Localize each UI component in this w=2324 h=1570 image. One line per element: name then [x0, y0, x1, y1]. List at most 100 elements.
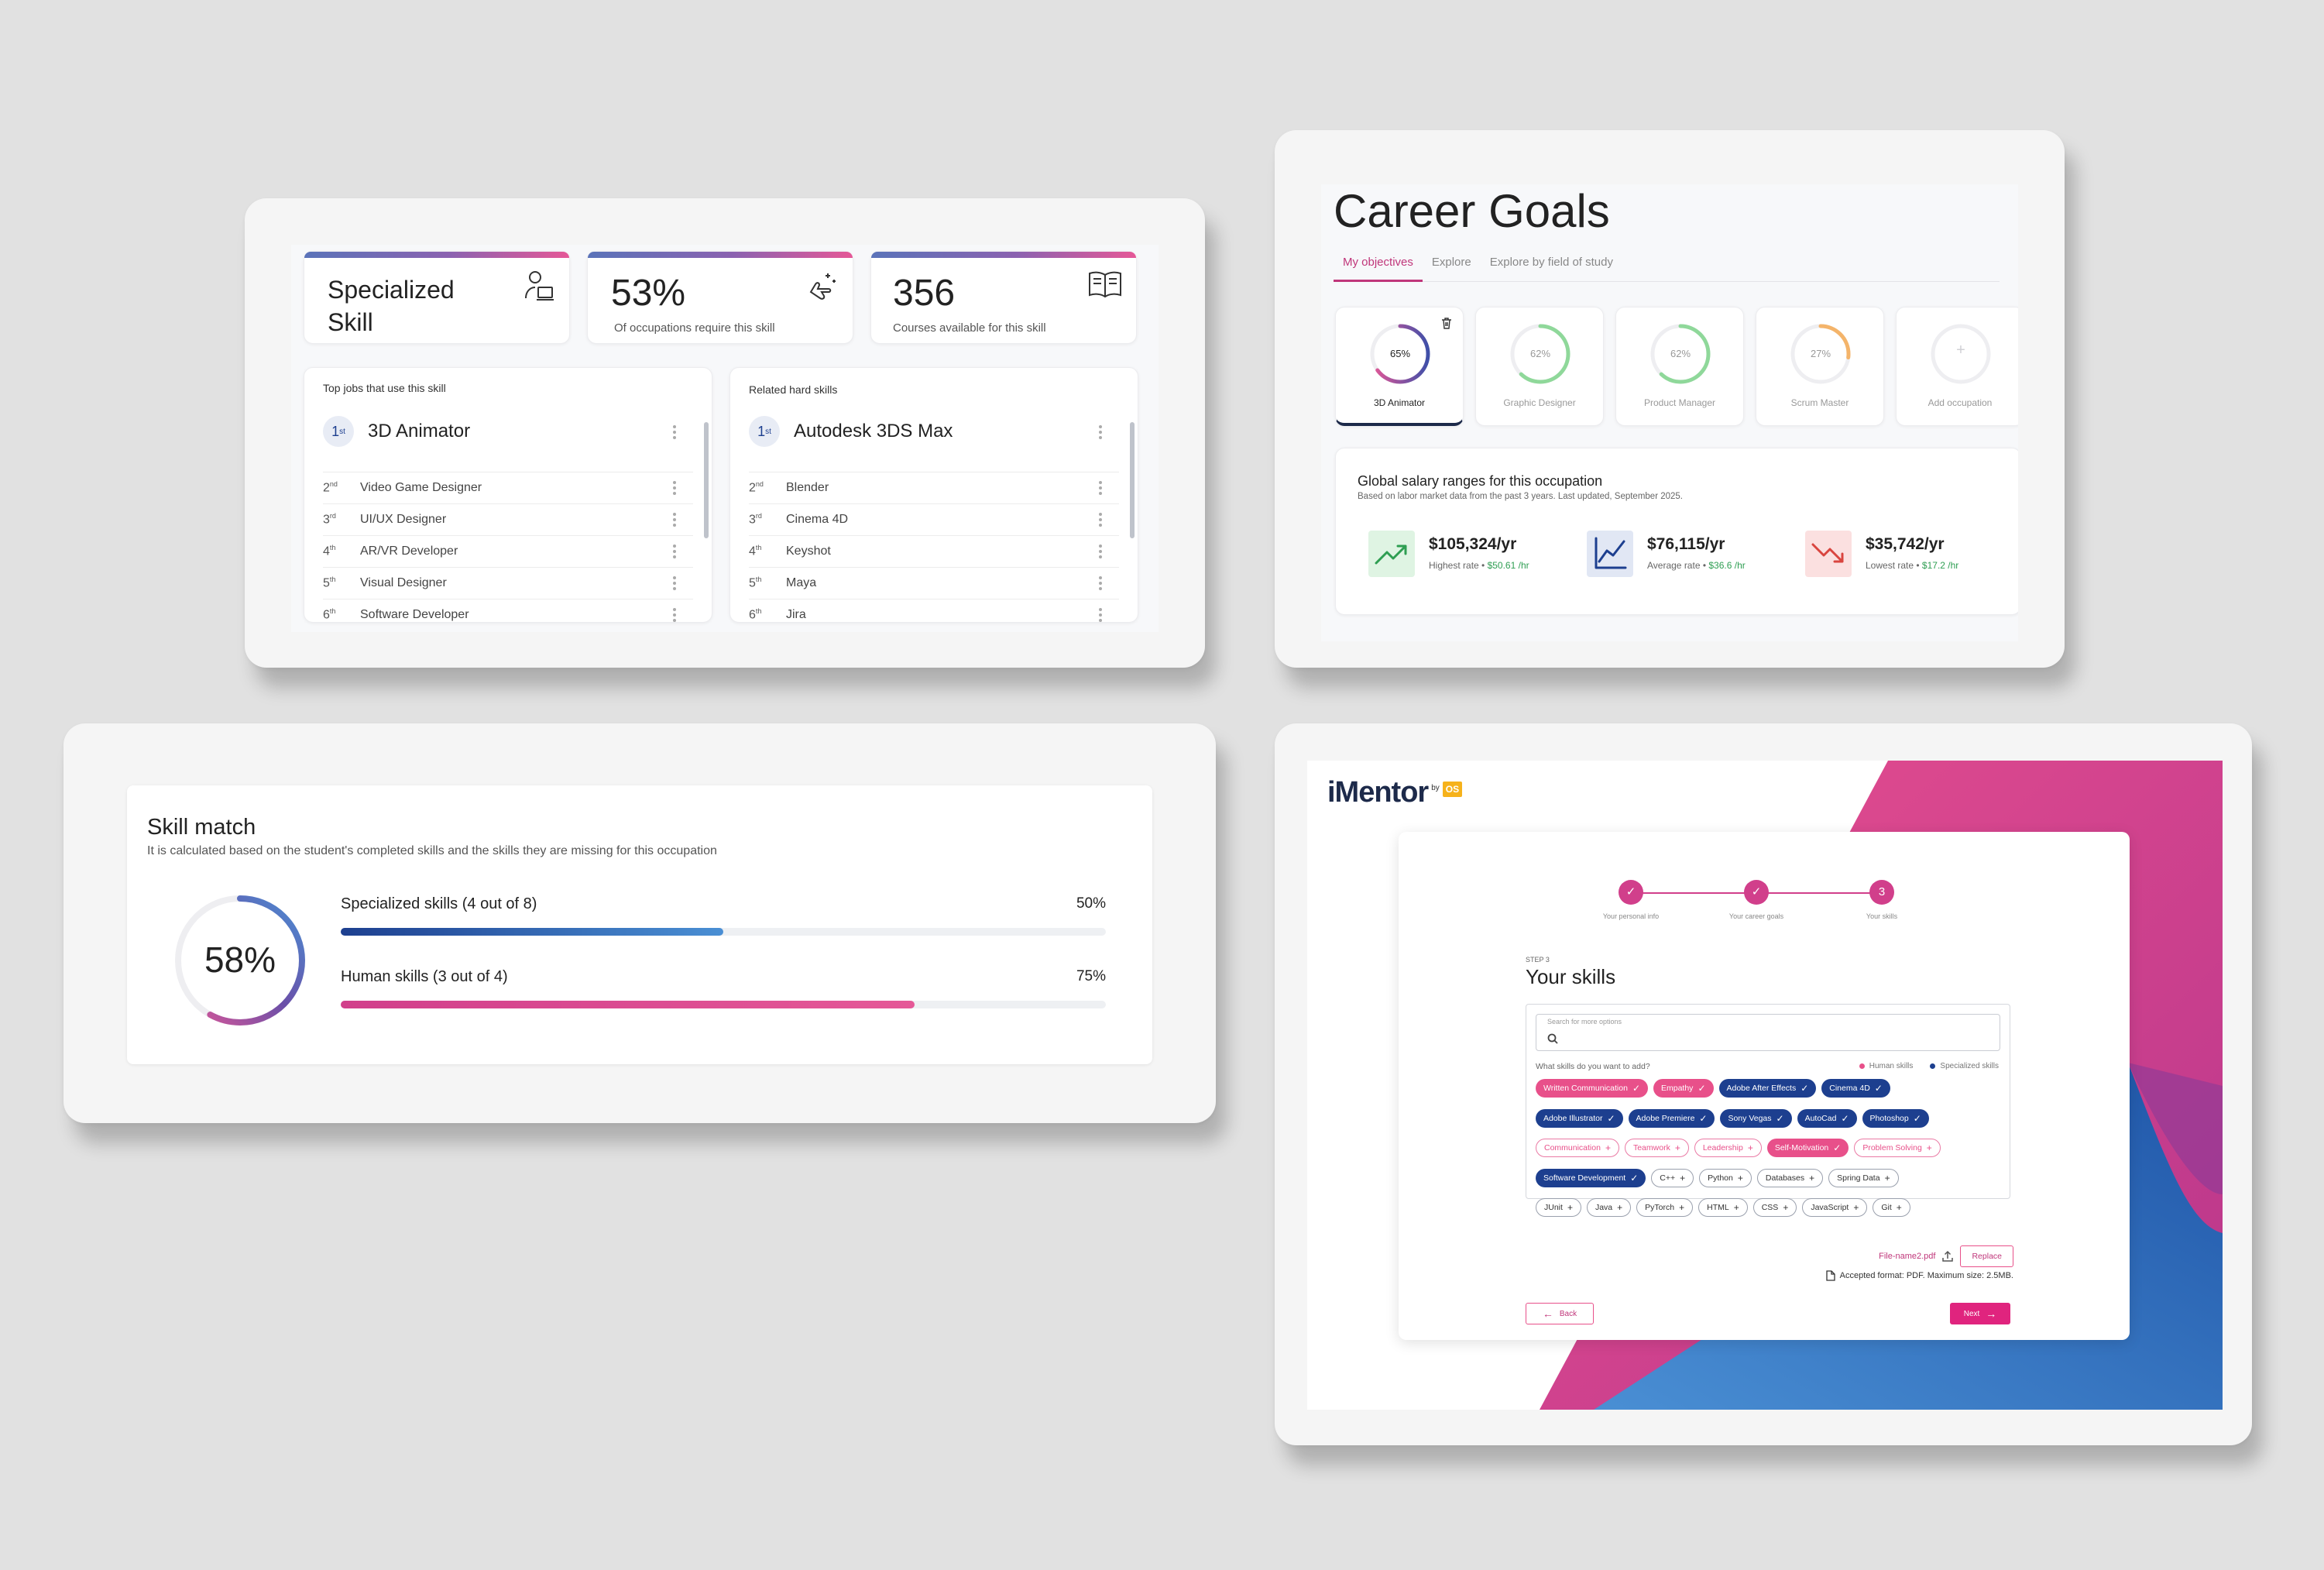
- rank-number: 6th: [749, 606, 762, 622]
- list-item[interactable]: 2nd Video Game Designer: [323, 472, 693, 503]
- plus-icon: +: [1884, 1172, 1890, 1184]
- skill-chip[interactable]: C++ +: [1651, 1168, 1694, 1187]
- more-options-icon[interactable]: [1099, 576, 1102, 590]
- chip-row: Adobe Illustrator ✓ Adobe Premiere ✓ Sony Ve…: [1536, 1108, 1934, 1128]
- search-field[interactable]: Search for more options: [1536, 1014, 2000, 1051]
- occupation-card[interactable]: 27% Scrum Master: [1756, 307, 1884, 426]
- more-options-icon[interactable]: [1099, 513, 1102, 527]
- skill-chip[interactable]: Communication +: [1536, 1139, 1619, 1157]
- skill-chip[interactable]: Java +: [1586, 1198, 1632, 1217]
- skill-chip[interactable]: JUnit +: [1536, 1198, 1581, 1217]
- upload-icon[interactable]: [1941, 1250, 1954, 1263]
- line-chart-icon: [1587, 531, 1633, 577]
- scrollbar[interactable]: [704, 422, 709, 538]
- skill-chip[interactable]: HTML +: [1698, 1198, 1748, 1217]
- more-options-icon[interactable]: [1099, 608, 1102, 622]
- more-options-icon[interactable]: [673, 481, 676, 495]
- add-occupation-card[interactable]: + Add occupation: [1896, 307, 2018, 426]
- rank-number: 5th: [749, 575, 762, 590]
- list-item[interactable]: 5th Visual Designer: [323, 567, 693, 598]
- skill-chip[interactable]: Cinema 4D ✓: [1821, 1079, 1890, 1098]
- step-title: Your skills: [1526, 965, 1616, 988]
- skill-chip[interactable]: CSS +: [1752, 1198, 1797, 1217]
- skill-chip[interactable]: Adobe Premiere ✓: [1628, 1108, 1715, 1128]
- more-options-icon[interactable]: [673, 608, 676, 622]
- file-name[interactable]: File-name2.pdf: [1879, 1252, 1936, 1261]
- skill-chip[interactable]: Adobe Illustrator ✓: [1536, 1108, 1623, 1128]
- skill-chip[interactable]: Git +: [1873, 1198, 1910, 1217]
- plus-icon: +: [1926, 1142, 1932, 1153]
- skill-chip[interactable]: Photoshop ✓: [1862, 1108, 1929, 1128]
- skill-chip[interactable]: Sony Vegas ✓: [1720, 1108, 1792, 1128]
- progress-track: [341, 928, 1106, 936]
- tab-explore-field[interactable]: Explore by field of study: [1489, 256, 1613, 269]
- tab-my-objectives[interactable]: My objectives: [1334, 253, 1423, 282]
- skill-chip[interactable]: JavaScript +: [1802, 1198, 1868, 1217]
- add-ring: [1931, 324, 1991, 384]
- more-options-icon[interactable]: [673, 513, 676, 527]
- more-options-icon[interactable]: [1099, 545, 1102, 558]
- more-options-icon[interactable]: [673, 576, 676, 590]
- career-goals-device: Career Goals My objectives Explore Explo…: [1275, 130, 2065, 668]
- skill-chip[interactable]: Empathy ✓: [1653, 1079, 1714, 1098]
- back-button[interactable]: ← Back: [1526, 1303, 1594, 1324]
- skill-chip[interactable]: Leadership +: [1694, 1139, 1762, 1157]
- trend-down-icon: [1805, 531, 1852, 577]
- list-item-label: UI/UX Designer: [360, 512, 447, 526]
- match-ring: [1370, 324, 1430, 384]
- salary-item: $76,115/yr Average rate • $36.6 /hr: [1587, 531, 1796, 580]
- more-options-icon[interactable]: [673, 545, 676, 558]
- add-icon: +: [1956, 342, 1965, 359]
- trash-icon[interactable]: [1441, 317, 1452, 329]
- scrollbar[interactable]: [1130, 422, 1135, 538]
- list-item[interactable]: 3rd Cinema 4D: [749, 503, 1119, 534]
- list-item[interactable]: 5th Maya: [749, 567, 1119, 598]
- accepted-note: Accepted format: PDF. Maximum size: 2.5M…: [1825, 1270, 2013, 1281]
- more-options-icon[interactable]: [1099, 481, 1102, 495]
- list-item[interactable]: 3rd UI/UX Designer: [323, 503, 693, 534]
- match-pct: 62%: [1529, 348, 1551, 359]
- salary-item: $105,324/yr Highest rate • $50.61 /hr: [1368, 531, 1577, 580]
- occupation-card[interactable]: 62% Product Manager: [1615, 307, 1744, 426]
- skill-chip[interactable]: Problem Solving +: [1854, 1139, 1941, 1157]
- imentor-logo[interactable]: iMentor by OS: [1327, 776, 1463, 809]
- next-button[interactable]: Next →: [1950, 1303, 2010, 1324]
- match-ring: [1790, 324, 1851, 384]
- list-item[interactable]: 4th AR/VR Developer: [323, 535, 693, 566]
- skill-chip[interactable]: Written Communication ✓: [1536, 1079, 1648, 1098]
- legend: Human skills Specialized skills: [1859, 1062, 1999, 1070]
- check-icon: ✓: [1630, 1172, 1639, 1184]
- tab-explore[interactable]: Explore: [1431, 256, 1471, 269]
- ring-progress: [1650, 324, 1711, 384]
- skill-chip[interactable]: Software Development ✓: [1536, 1168, 1646, 1187]
- salary-amount: $35,742/yr: [1866, 535, 1945, 553]
- list-item[interactable]: 4th Keyshot: [749, 535, 1119, 566]
- check-icon: ✓: [1632, 1083, 1640, 1094]
- list-item[interactable]: 6th Software Developer: [323, 599, 693, 622]
- replace-button[interactable]: Replace: [1960, 1245, 2013, 1267]
- list-item[interactable]: 2nd Blender: [749, 472, 1119, 503]
- skill-chip[interactable]: Spring Data +: [1828, 1168, 1899, 1187]
- list-item[interactable]: 6th Jira: [749, 599, 1119, 622]
- check-icon: ✓: [1699, 1112, 1708, 1124]
- skill-chip[interactable]: PyTorch +: [1636, 1198, 1694, 1217]
- occupation-pct-card: 53% Of occupations require this skill: [587, 251, 853, 344]
- skill-chip[interactable]: Python +: [1699, 1168, 1752, 1187]
- occupation-card[interactable]: 62% Graphic Designer: [1475, 307, 1604, 426]
- skills-question: What skills do you want to add?: [1536, 1062, 1650, 1071]
- chip-label: Adobe Premiere: [1636, 1113, 1695, 1123]
- occupation-card[interactable]: 65% 3D Animator: [1335, 307, 1464, 426]
- more-options-icon[interactable]: [1099, 425, 1102, 439]
- skill-chip[interactable]: AutoCad ✓: [1797, 1108, 1857, 1128]
- skill-chip[interactable]: Adobe After Effects ✓: [1718, 1079, 1817, 1098]
- legend-human: Human skills: [1869, 1062, 1914, 1070]
- skill-chip[interactable]: Databases +: [1756, 1168, 1824, 1187]
- skill-chip[interactable]: Self-Motivation ✓: [1766, 1139, 1849, 1157]
- list-item-label: Video Game Designer: [360, 480, 482, 494]
- rank-number: 3rd: [323, 511, 336, 527]
- skill-chip[interactable]: Teamwork +: [1624, 1139, 1689, 1157]
- more-options-icon[interactable]: [673, 425, 676, 439]
- plus-icon: +: [1617, 1202, 1623, 1213]
